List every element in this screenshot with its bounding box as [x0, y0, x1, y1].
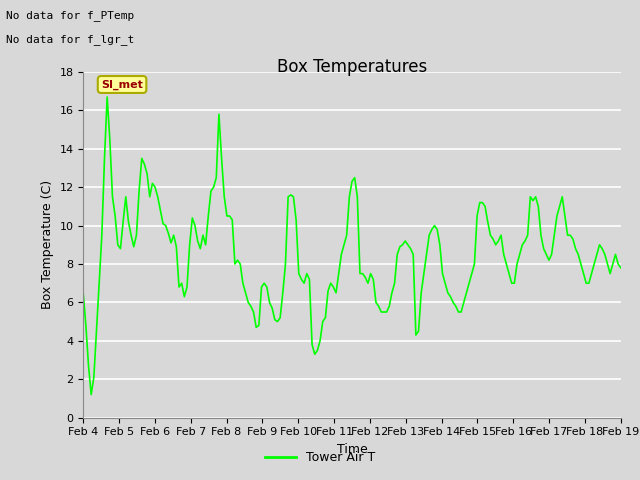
- Legend: Tower Air T: Tower Air T: [260, 446, 380, 469]
- X-axis label: Time: Time: [337, 443, 367, 456]
- Y-axis label: Box Temperature (C): Box Temperature (C): [41, 180, 54, 310]
- Text: No data for f_PTemp: No data for f_PTemp: [6, 10, 134, 21]
- Text: No data for f_lgr_t: No data for f_lgr_t: [6, 34, 134, 45]
- Text: SI_met: SI_met: [101, 79, 143, 90]
- Title: Box Temperatures: Box Temperatures: [277, 58, 427, 76]
